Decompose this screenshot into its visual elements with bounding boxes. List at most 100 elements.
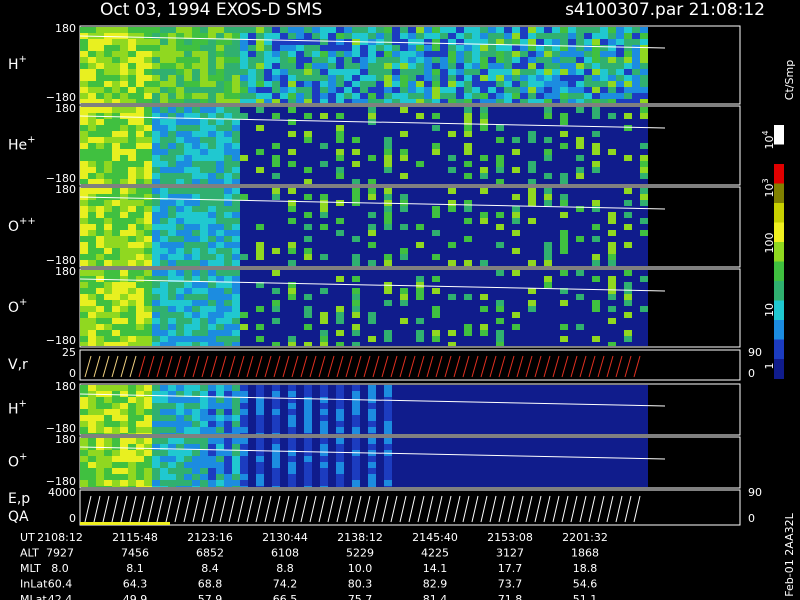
spectrogram-cell — [120, 486, 128, 487]
spectrogram-cell — [408, 206, 416, 212]
spectrogram-cell — [224, 206, 232, 212]
spectrogram-cell — [512, 188, 520, 194]
spectrogram-cell — [104, 81, 112, 87]
spectrogram-cell — [136, 270, 144, 276]
spectrogram-cell — [264, 409, 272, 415]
spectrogram-cell — [552, 81, 560, 87]
spectrogram-cell — [112, 99, 120, 103]
spectrogram-cell — [184, 119, 192, 125]
spectrogram-cell — [496, 306, 504, 312]
spectrogram-cell — [344, 99, 352, 103]
spectrogram-cell — [624, 149, 632, 155]
spectrogram-cell — [640, 312, 648, 318]
spectrogram-cell — [400, 33, 408, 39]
spectrogram-cell — [336, 113, 344, 119]
spectrogram-cell — [208, 282, 216, 288]
spectrogram-cell — [368, 107, 376, 113]
spectrogram-cell — [544, 51, 552, 57]
spectrogram-cell — [456, 218, 464, 224]
spectrogram-cell — [280, 415, 288, 421]
spectrogram-cell — [168, 276, 176, 282]
spectrogram-cell — [592, 33, 600, 39]
spectrogram-cell — [160, 433, 168, 434]
spectrogram-cell — [280, 288, 288, 294]
spectrogram-cell — [320, 131, 328, 137]
spectrogram-cell — [256, 276, 264, 282]
spectrogram-cell — [104, 444, 112, 450]
spectrogram-cell — [248, 57, 256, 63]
spectrogram-cell — [480, 119, 488, 125]
spectrogram-cell — [544, 155, 552, 161]
spectrogram-cell — [456, 336, 464, 342]
spectrogram-cell — [632, 336, 640, 342]
spectrogram-cell — [120, 468, 128, 474]
spectrogram-cell — [496, 336, 504, 342]
spectrogram-cell — [312, 107, 320, 113]
spectrogram-cell — [360, 306, 368, 312]
spectrogram-cell — [376, 45, 384, 51]
spectrogram-cell — [208, 444, 216, 450]
spectrogram-cell — [552, 206, 560, 212]
spectrogram-cell — [96, 242, 104, 248]
spectrogram-cell — [216, 294, 224, 300]
spectrogram-cell — [136, 45, 144, 51]
spectrogram-cell — [208, 288, 216, 294]
spectrogram-cell — [456, 143, 464, 149]
spectrogram-cell — [136, 433, 144, 434]
spectrogram-cell — [296, 403, 304, 409]
spectrogram-cell — [568, 206, 576, 212]
spectrogram-cell — [296, 45, 304, 51]
spectrogram-cell — [296, 409, 304, 415]
spectrogram-cell — [424, 474, 432, 480]
spectrogram-cell — [344, 415, 352, 421]
trace — [498, 355, 506, 378]
spectrogram-cell — [536, 179, 544, 184]
spectrogram-cell — [344, 63, 352, 69]
spectrogram-cell — [176, 397, 184, 403]
spectrogram-cell — [584, 409, 592, 415]
spectrogram-cell — [416, 427, 424, 433]
spectrogram-cell — [248, 450, 256, 456]
spectrogram-cell — [80, 385, 88, 391]
spectrogram-cell — [208, 409, 216, 415]
spectrogram-cell — [416, 397, 424, 403]
spectrogram-cell — [344, 433, 352, 434]
spectrogram-cell — [168, 468, 176, 474]
spectrogram-cell — [576, 300, 584, 306]
spectrogram-cell — [320, 119, 328, 125]
spectrogram-cell — [296, 27, 304, 33]
spectrogram-cell — [592, 288, 600, 294]
spectrogram-cell — [248, 397, 256, 403]
spectrogram-cell — [544, 415, 552, 421]
spectrogram-cell — [232, 318, 240, 324]
spectrogram-cell — [632, 45, 640, 51]
spectrogram-cell — [472, 33, 480, 39]
tick-label: 180 — [55, 22, 76, 35]
spectrogram-cell — [584, 161, 592, 167]
spectrogram-cell — [640, 318, 648, 324]
spectrogram-cell — [224, 161, 232, 167]
spectrogram-cell — [104, 391, 112, 397]
spectrogram-cell — [80, 63, 88, 69]
spectrogram-cell — [336, 173, 344, 179]
spectrogram-cell — [528, 450, 536, 456]
spectrogram-cell — [384, 342, 392, 346]
spectrogram-cell — [160, 45, 168, 51]
spectrogram-cell — [376, 33, 384, 39]
spectrogram-cell — [504, 462, 512, 468]
spectrogram-cell — [256, 282, 264, 288]
spectrogram-cell — [368, 125, 376, 131]
spectrogram-cell — [384, 161, 392, 167]
spectrogram-cell — [624, 93, 632, 99]
spectrogram-cell — [544, 224, 552, 230]
spectrogram-cell — [368, 63, 376, 69]
spectrogram-cell — [96, 415, 104, 421]
title: Oct 03, 1994 EXOS-D SMS — [100, 0, 322, 20]
spectrogram-cell — [392, 342, 400, 346]
spectrogram-cell — [400, 113, 408, 119]
spectrogram-cell — [88, 93, 96, 99]
spectrogram-cell — [264, 300, 272, 306]
spectrogram-cell — [376, 93, 384, 99]
spectrogram-cell — [136, 486, 144, 487]
spectrogram-cell — [328, 318, 336, 324]
